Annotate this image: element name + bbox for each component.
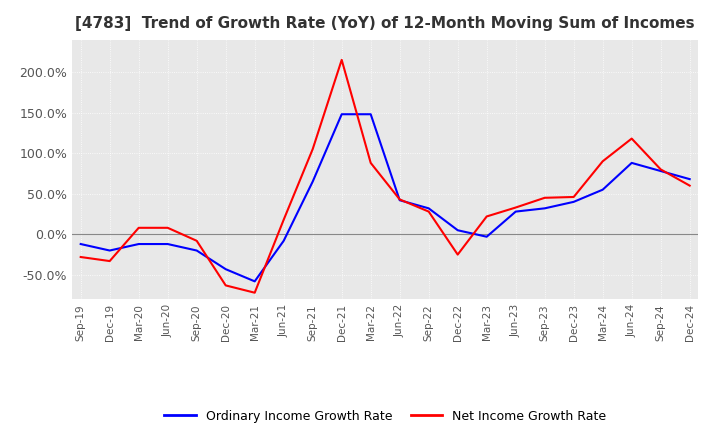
Net Income Growth Rate	[105, 258, 114, 264]
Ordinary Income Growth Rate	[135, 242, 143, 247]
Title: [4783]  Trend of Growth Rate (YoY) of 12-Month Moving Sum of Incomes: [4783] Trend of Growth Rate (YoY) of 12-…	[76, 16, 695, 32]
Ordinary Income Growth Rate	[424, 205, 433, 211]
Net Income Growth Rate	[570, 194, 578, 200]
Ordinary Income Growth Rate	[454, 227, 462, 233]
Ordinary Income Growth Rate	[511, 209, 520, 214]
Net Income Growth Rate	[338, 57, 346, 62]
Net Income Growth Rate	[627, 136, 636, 141]
Net Income Growth Rate	[163, 225, 172, 231]
Ordinary Income Growth Rate	[192, 248, 201, 253]
Ordinary Income Growth Rate	[482, 234, 491, 239]
Net Income Growth Rate	[221, 283, 230, 288]
Legend: Ordinary Income Growth Rate, Net Income Growth Rate: Ordinary Income Growth Rate, Net Income …	[159, 405, 611, 428]
Ordinary Income Growth Rate	[163, 242, 172, 247]
Net Income Growth Rate	[279, 217, 288, 222]
Net Income Growth Rate	[76, 254, 85, 260]
Ordinary Income Growth Rate	[627, 160, 636, 165]
Ordinary Income Growth Rate	[76, 242, 85, 247]
Ordinary Income Growth Rate	[251, 279, 259, 284]
Net Income Growth Rate	[192, 238, 201, 243]
Net Income Growth Rate	[424, 209, 433, 214]
Net Income Growth Rate	[657, 167, 665, 172]
Net Income Growth Rate	[135, 225, 143, 231]
Ordinary Income Growth Rate	[338, 112, 346, 117]
Net Income Growth Rate	[308, 147, 317, 152]
Ordinary Income Growth Rate	[279, 238, 288, 243]
Ordinary Income Growth Rate	[541, 205, 549, 211]
Ordinary Income Growth Rate	[395, 198, 404, 203]
Line: Ordinary Income Growth Rate: Ordinary Income Growth Rate	[81, 114, 690, 281]
Net Income Growth Rate	[598, 159, 607, 164]
Ordinary Income Growth Rate	[308, 179, 317, 184]
Net Income Growth Rate	[454, 252, 462, 257]
Ordinary Income Growth Rate	[570, 199, 578, 205]
Net Income Growth Rate	[366, 160, 375, 165]
Net Income Growth Rate	[541, 195, 549, 201]
Net Income Growth Rate	[251, 290, 259, 295]
Ordinary Income Growth Rate	[366, 112, 375, 117]
Net Income Growth Rate	[685, 183, 694, 188]
Ordinary Income Growth Rate	[685, 176, 694, 182]
Net Income Growth Rate	[482, 214, 491, 219]
Ordinary Income Growth Rate	[657, 169, 665, 174]
Net Income Growth Rate	[511, 205, 520, 210]
Ordinary Income Growth Rate	[598, 187, 607, 192]
Net Income Growth Rate	[395, 197, 404, 202]
Ordinary Income Growth Rate	[221, 267, 230, 272]
Ordinary Income Growth Rate	[105, 248, 114, 253]
Line: Net Income Growth Rate: Net Income Growth Rate	[81, 60, 690, 293]
